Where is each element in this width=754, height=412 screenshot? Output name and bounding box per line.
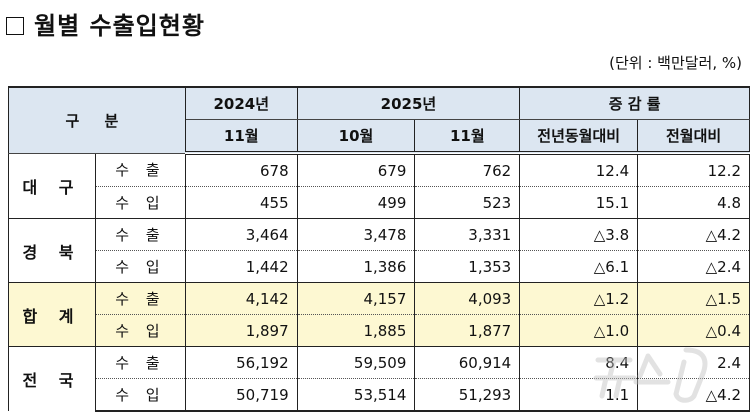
region-cell: 전 국: [8, 346, 96, 411]
value-v2024-11: 678: [184, 152, 298, 187]
square-bullet-icon: [6, 17, 24, 35]
type-cell: 수 출: [94, 282, 186, 315]
type-cell: 수 출: [94, 152, 186, 187]
title-text: 월별 수출입현황: [34, 12, 205, 40]
type-cell: 수 출: [94, 346, 186, 379]
value-mom: 12.2: [637, 152, 750, 187]
region-cell: 대 구: [8, 152, 96, 219]
table-row: 수 입 1,897 1,885 1,877 △1.0 △0.4: [9, 314, 750, 347]
value-yoy: 8.4: [519, 346, 639, 379]
value-v2025-10: 59,509: [296, 346, 416, 379]
value-yoy: △3.8: [519, 218, 639, 251]
value-v2025-10: 679: [296, 152, 416, 187]
value-v2024-11: 56,192: [184, 346, 298, 379]
value-mom: 2.4: [637, 346, 750, 379]
table-row: 수 입 1,442 1,386 1,353 △6.1 △2.4: [9, 250, 750, 283]
value-v2025-10: 499: [296, 186, 416, 219]
table-row: 수 입 50,719 53,514 51,293 1.1 △4.2: [9, 378, 750, 412]
value-v2024-11: 50,719: [184, 378, 298, 412]
region-cell: 합 계: [8, 282, 96, 347]
page-title: 월별 수출입현황: [6, 6, 205, 41]
value-v2025-10: 4,157: [296, 282, 416, 315]
header-mom: 전월대비: [637, 119, 750, 155]
value-yoy: 15.1: [519, 186, 639, 219]
value-v2024-11: 4,142: [184, 282, 298, 315]
value-v2024-11: 455: [184, 186, 298, 219]
value-v2025-10: 3,478: [296, 218, 416, 251]
value-v2025-10: 1,885: [296, 314, 416, 347]
value-v2024-11: 1,897: [184, 314, 298, 347]
header-2025: 2025년: [296, 86, 521, 120]
value-mom: △2.4: [637, 250, 750, 283]
header-rate: 증 감 률: [519, 86, 750, 120]
value-v2025-11: 4,093: [414, 282, 521, 315]
value-v2025-11: 51,293: [414, 378, 521, 412]
value-v2024-11: 1,442: [184, 250, 298, 283]
value-v2025-10: 1,386: [296, 250, 416, 283]
value-yoy: △6.1: [519, 250, 639, 283]
header-category: 구 분: [8, 86, 186, 154]
value-mom: △0.4: [637, 314, 750, 347]
type-cell: 수 입: [94, 186, 186, 219]
value-v2025-11: 3,331: [414, 218, 521, 251]
value-mom: △1.5: [637, 282, 750, 315]
value-v2024-11: 3,464: [184, 218, 298, 251]
value-yoy: △1.2: [519, 282, 639, 315]
value-yoy: 1.1: [519, 378, 639, 412]
region-cell: 경 북: [8, 218, 96, 283]
header-2025-11: 11월: [414, 119, 521, 155]
trade-table: 구 분 2024년 2025년 증 감 률 11월 10월 11월 전년동월대비…: [8, 86, 750, 412]
value-mom: △4.2: [637, 218, 750, 251]
header-2025-10: 10월: [296, 119, 416, 155]
table-row: 수 입 455 499 523 15.1 4.8: [9, 186, 750, 219]
value-v2025-11: 1,353: [414, 250, 521, 283]
value-mom: △4.2: [637, 378, 750, 412]
value-v2025-10: 53,514: [296, 378, 416, 412]
value-mom: 4.8: [637, 186, 750, 219]
value-v2025-11: 762: [414, 152, 521, 187]
type-cell: 수 입: [94, 250, 186, 283]
type-cell: 수 입: [94, 314, 186, 347]
type-cell: 수 입: [94, 378, 186, 412]
header-yoy: 전년동월대비: [519, 119, 639, 155]
value-yoy: 12.4: [519, 152, 639, 187]
value-yoy: △1.0: [519, 314, 639, 347]
value-v2025-11: 60,914: [414, 346, 521, 379]
value-v2025-11: 523: [414, 186, 521, 219]
type-cell: 수 출: [94, 218, 186, 251]
header-2024: 2024년: [184, 86, 298, 120]
header-2024-11: 11월: [184, 119, 298, 155]
value-v2025-11: 1,877: [414, 314, 521, 347]
unit-label: (단위 : 백만달러, %): [609, 54, 742, 72]
